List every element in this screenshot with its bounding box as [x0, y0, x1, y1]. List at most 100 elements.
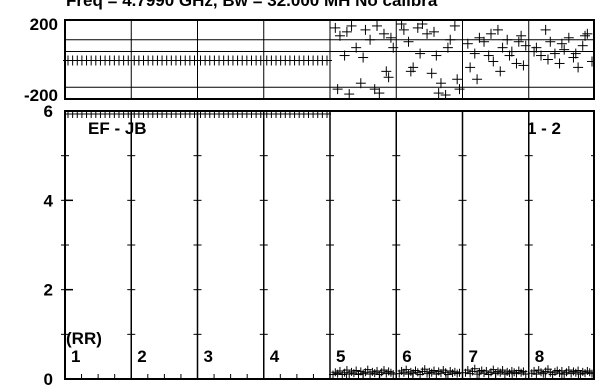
amp-ytick-label: 2: [44, 281, 53, 300]
amp-point: [402, 365, 411, 374]
phase-point: [355, 78, 366, 89]
phase-point: [339, 50, 350, 61]
phase-point: [472, 74, 483, 85]
amp-point: [323, 110, 331, 118]
phase-point: [374, 88, 385, 99]
phase-point: [554, 58, 565, 69]
subplot-label: 2: [137, 347, 146, 366]
phase-panel: 200 -200: [24, 15, 595, 105]
baseline-legend: EF - JB: [88, 119, 147, 138]
phase-point: [556, 38, 567, 49]
phase-point: [563, 32, 574, 43]
phase-point: [426, 68, 437, 79]
phase-point: [573, 62, 584, 73]
phase-point: [403, 36, 414, 47]
phase-point: [381, 66, 392, 77]
phase-point: [545, 36, 556, 47]
subplot-label: 7: [469, 347, 478, 366]
phase-point: [369, 84, 380, 95]
phase-point: [529, 46, 540, 57]
amp-point: [470, 364, 479, 373]
phase-point: [568, 52, 579, 63]
phase-point: [415, 48, 426, 59]
phase-point: [483, 50, 494, 61]
phase-point: [513, 36, 524, 47]
subplot-label: 8: [535, 347, 544, 366]
phase-point: [440, 90, 451, 100]
amp-point: [363, 365, 372, 374]
phase-point: [520, 40, 531, 51]
band-label: 1 - 2: [527, 119, 561, 138]
amp-point: [521, 370, 530, 379]
phase-point: [412, 22, 423, 33]
phase-point: [449, 20, 460, 31]
amp-point: [420, 365, 429, 374]
phase-point: [372, 20, 383, 31]
phase-point: [433, 88, 444, 99]
phase-point: [330, 22, 341, 33]
phase-point: [465, 62, 476, 73]
phase-point: [542, 54, 553, 65]
phase-point: [536, 50, 547, 61]
phase-point: [504, 50, 515, 61]
subplot-label: 5: [336, 347, 345, 366]
phase-ytick-label: -200: [24, 86, 58, 105]
phase-ytick-label: 200: [30, 15, 58, 34]
phase-point: [445, 34, 456, 45]
phase-point: [549, 48, 560, 59]
phase-frame: [64, 19, 595, 100]
phase-point: [365, 34, 376, 45]
chart-title: Freq = 4.7990 GHz, Bw = 32.000 MH No cal…: [66, 0, 438, 10]
phase-point: [462, 38, 473, 49]
phase-point: [479, 36, 490, 47]
phase-point: [417, 19, 428, 29]
amp-point: [489, 365, 498, 374]
amp-ytick-label: 0: [44, 370, 53, 385]
amp-point: [342, 366, 351, 375]
phase-point: [332, 84, 343, 95]
phase-point: [396, 19, 407, 29]
phase-point: [341, 26, 352, 37]
phase-point: [485, 28, 496, 39]
phase-point: [540, 24, 551, 35]
phase-point: [495, 66, 506, 77]
phase-point: [388, 42, 399, 53]
phase-point: [360, 24, 371, 35]
amp-point: [498, 366, 507, 375]
phase-point: [531, 42, 542, 53]
amp-point: [352, 366, 361, 375]
phase-point: [582, 28, 593, 39]
subplot-label: 4: [270, 347, 280, 366]
phase-point: [492, 24, 503, 35]
polarization-label: (RR): [66, 329, 102, 348]
phase-point: [431, 50, 442, 61]
phase-point: [378, 28, 389, 39]
phase-point: [452, 74, 463, 85]
phase-point: [344, 89, 355, 100]
subplot-label: 3: [204, 347, 213, 366]
phase-point: [398, 24, 409, 35]
phase-point: [580, 30, 591, 41]
phase-point: [351, 42, 362, 53]
phase-point: [511, 58, 522, 69]
amp-ytick-label: 6: [44, 102, 53, 121]
phase-point: [559, 44, 570, 55]
phase-point: [358, 52, 369, 63]
phase-point: [570, 48, 581, 59]
phase-point: [577, 40, 588, 51]
phase-point: [429, 26, 440, 37]
phase-point: [435, 78, 446, 89]
phase-point: [322, 55, 332, 66]
phase-point: [488, 56, 499, 67]
phase-point: [474, 32, 485, 43]
phase-point: [405, 66, 416, 77]
subplot-label: 1: [71, 347, 80, 366]
amp-point: [532, 370, 541, 379]
phase-point: [383, 72, 394, 83]
phase-point: [454, 84, 465, 95]
phase-point: [408, 62, 419, 73]
phase-point: [469, 48, 480, 59]
phase-point: [587, 56, 595, 67]
phase-point: [516, 30, 527, 41]
